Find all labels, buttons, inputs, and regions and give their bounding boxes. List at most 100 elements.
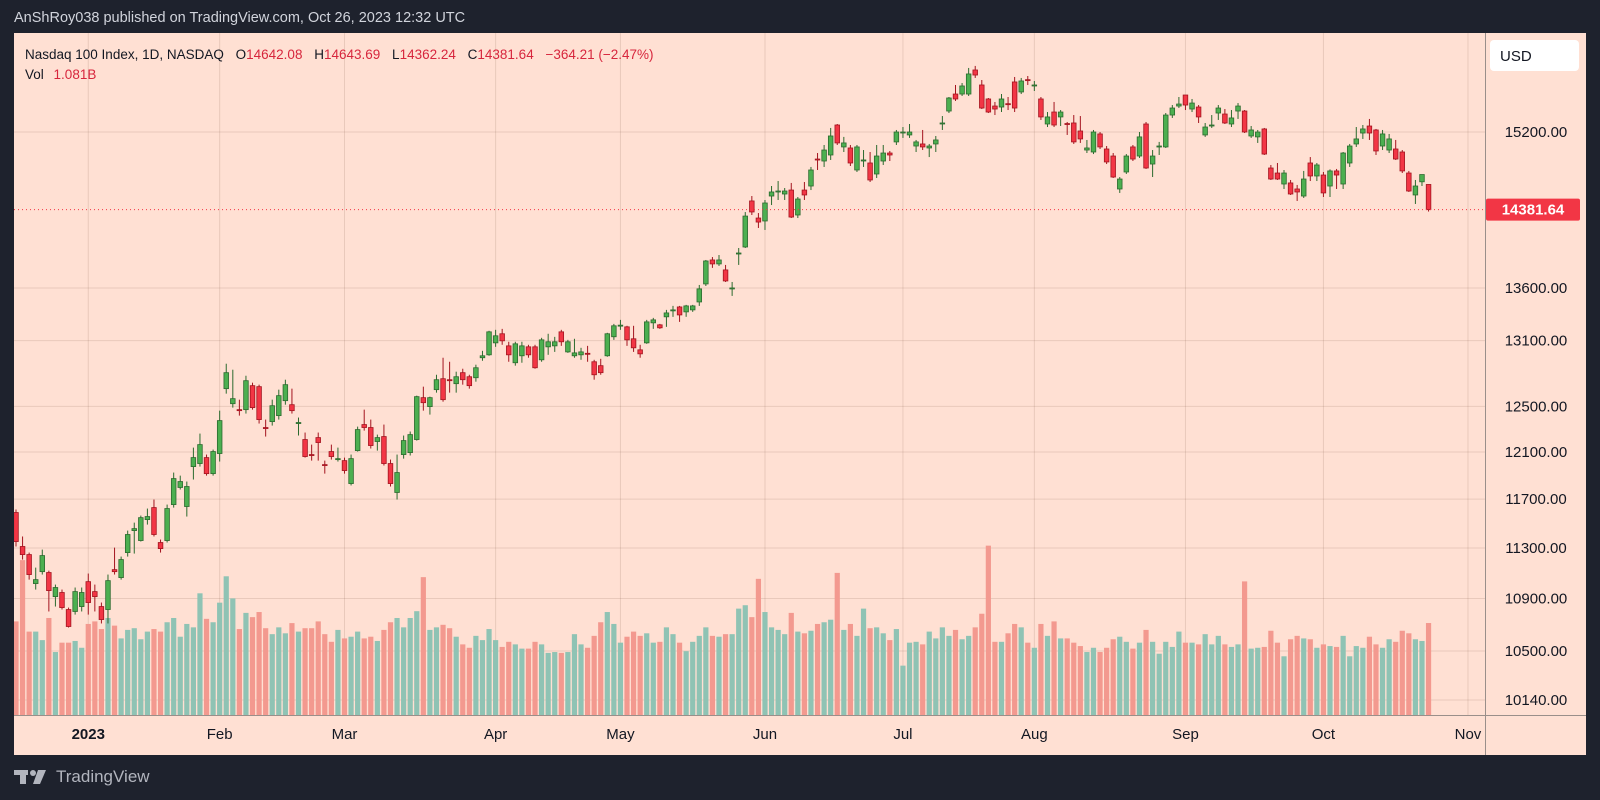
candle	[394, 454, 400, 500]
candle	[992, 101, 998, 116]
volume-bar	[210, 622, 216, 715]
volume-bar	[591, 635, 597, 715]
volume-bar	[401, 627, 407, 715]
candle-body	[913, 141, 919, 147]
candle	[1235, 103, 1241, 119]
candle	[578, 347, 584, 360]
candle	[1064, 121, 1070, 135]
candle-body	[1425, 184, 1432, 211]
candle-body	[407, 434, 413, 453]
time-tick-label: Aug	[1021, 726, 1048, 743]
time-axis[interactable]	[14, 716, 1485, 755]
candle-body	[617, 324, 624, 327]
candle	[1386, 133, 1392, 154]
volume-bar	[433, 627, 440, 715]
candle-body	[1156, 145, 1162, 148]
volume-bar	[630, 631, 637, 715]
candle	[1294, 184, 1300, 201]
volume-bar	[617, 642, 624, 715]
candle	[637, 344, 643, 358]
candle-body	[1287, 182, 1294, 195]
volume-label[interactable]: Vol	[25, 67, 44, 82]
candle-body	[762, 202, 768, 222]
candle	[33, 567, 39, 590]
candle	[736, 247, 742, 265]
candle	[1353, 127, 1359, 147]
candle-body	[26, 554, 32, 575]
candle	[1287, 179, 1294, 195]
candle	[946, 96, 952, 114]
candle-body	[1366, 125, 1373, 134]
candle-body	[939, 122, 946, 125]
volume-bar	[1104, 647, 1110, 715]
volume-bar	[98, 629, 105, 715]
volume-bar	[486, 629, 492, 715]
candle	[617, 319, 624, 330]
volume-bar	[584, 647, 591, 715]
open-value: 14642.08	[246, 47, 303, 62]
candle-body	[584, 352, 591, 355]
brand-name[interactable]: TradingView	[56, 767, 150, 786]
volume-bar	[1281, 656, 1287, 715]
volume-bar	[670, 634, 676, 715]
volume-bar	[933, 638, 939, 715]
candle	[85, 573, 91, 615]
candle	[1071, 115, 1077, 144]
volume-bar	[328, 641, 334, 715]
volume-bar	[1261, 646, 1267, 715]
candle	[328, 444, 335, 460]
candle-body	[1386, 138, 1392, 151]
open-label: O	[235, 47, 247, 62]
candle-body	[1038, 98, 1044, 118]
candle-body	[289, 404, 295, 412]
volume-bar	[269, 634, 275, 715]
price-tick-label: 13600.00	[1505, 280, 1568, 297]
candle	[203, 454, 210, 476]
candle	[131, 522, 137, 554]
candle-body	[519, 345, 525, 357]
candle-body	[919, 143, 926, 148]
candle-body	[433, 379, 440, 391]
candle-body	[1110, 155, 1116, 178]
time-axis-labels: 2023 Feb Mar Apr May Jun Jul Aug Sep Oct Nov	[72, 726, 1482, 743]
candle-body	[144, 516, 151, 520]
candle	[1130, 144, 1136, 162]
candle-body	[85, 581, 91, 603]
volume-bar	[1235, 644, 1241, 715]
candle	[98, 602, 105, 624]
candle	[1149, 150, 1156, 178]
candle	[841, 136, 847, 152]
volume-bar	[854, 635, 860, 715]
candle	[565, 339, 571, 353]
candle-body	[203, 457, 210, 475]
volume-bar	[1182, 642, 1189, 715]
candle-body	[151, 507, 157, 535]
volume-bar	[565, 652, 571, 715]
candle	[65, 607, 72, 628]
candle-body	[197, 444, 203, 464]
volume-bar	[374, 640, 380, 715]
volume-bar	[1051, 621, 1057, 715]
candle-body	[79, 592, 85, 607]
price-tick-label: 15200.00	[1505, 124, 1568, 141]
candle	[1373, 128, 1379, 155]
candle-body	[598, 365, 604, 374]
currency-button[interactable]: USD	[1490, 40, 1579, 71]
candle-body	[1084, 147, 1090, 151]
volume-bar	[709, 635, 716, 715]
publisher-line: AnShRoy038 published on TradingView.com,…	[14, 10, 466, 26]
volume-bar	[959, 639, 965, 715]
candle	[111, 547, 118, 575]
volume-bar	[676, 642, 683, 715]
volume-bar	[939, 627, 945, 715]
volume-bar	[1373, 644, 1379, 715]
candle	[479, 350, 486, 361]
candle-body	[992, 105, 998, 110]
candle	[1195, 105, 1202, 123]
symbol-description[interactable]: Nasdaq 100 Index, 1D, NASDAQ	[25, 47, 224, 62]
volume-bar	[453, 636, 459, 715]
volume-bar	[1399, 630, 1405, 715]
volume-bar	[460, 644, 466, 715]
volume-bar	[821, 622, 827, 715]
